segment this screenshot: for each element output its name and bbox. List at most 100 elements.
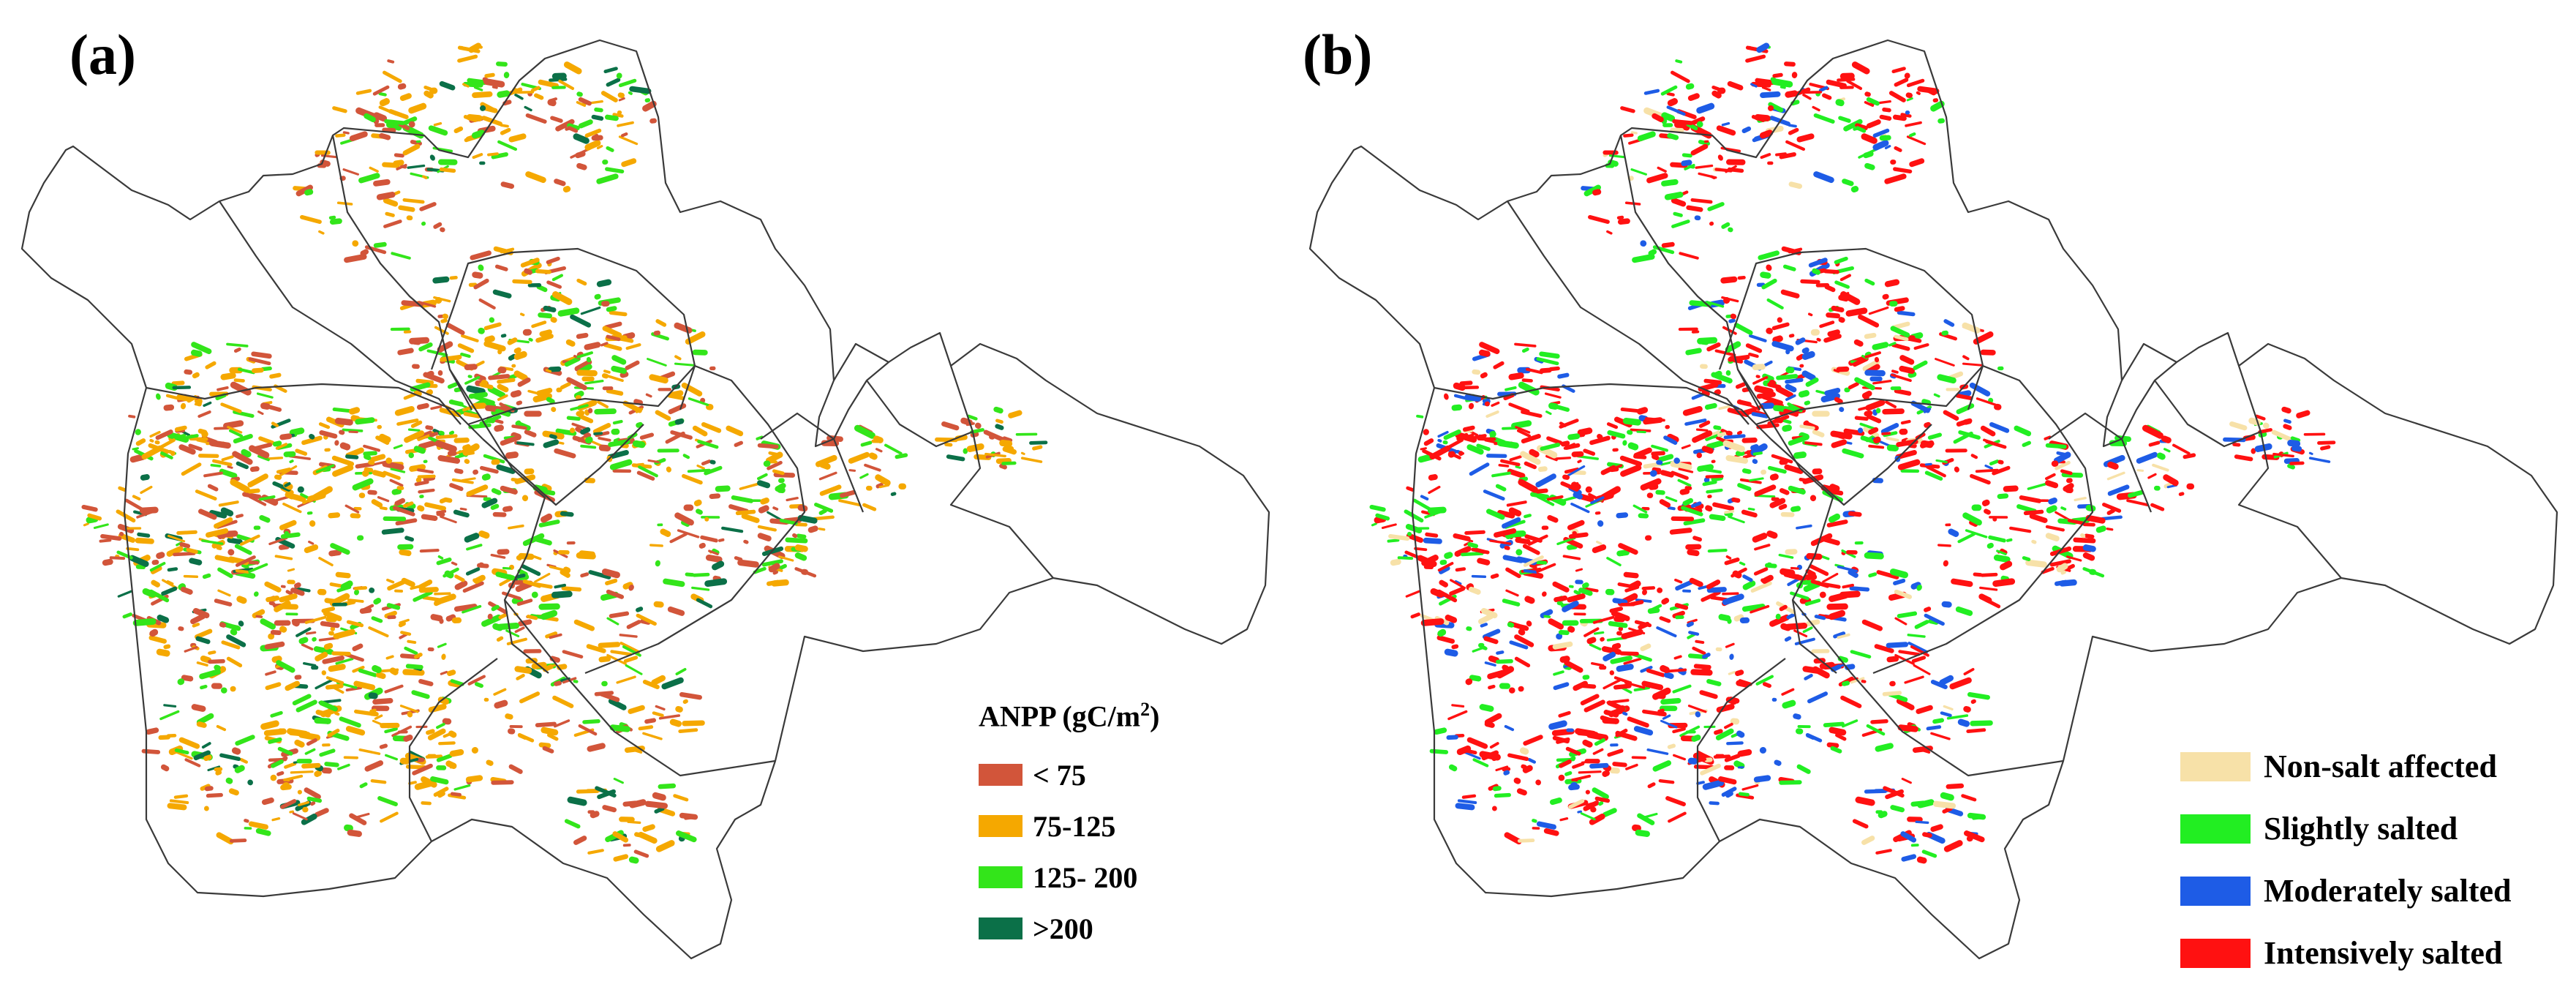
map-patch <box>352 478 374 491</box>
map-patch <box>1733 323 1753 335</box>
map-patch <box>655 319 667 327</box>
map-patch <box>741 513 760 523</box>
map-patch <box>330 543 350 555</box>
map-patch <box>1997 459 2004 465</box>
map-patch <box>235 568 249 574</box>
map-patch <box>1849 586 1870 592</box>
map-patch <box>1590 496 1605 505</box>
map-patch <box>1897 611 1918 618</box>
salinity-legend: Non-salt affected Slightly salted Modera… <box>2180 735 2511 984</box>
map-patch <box>582 718 600 724</box>
map-patch <box>549 633 562 639</box>
map-patch <box>1924 607 1932 612</box>
map-patch <box>1855 123 1868 131</box>
map-patch <box>200 684 208 690</box>
map-patch <box>543 664 557 669</box>
map-patch <box>437 697 449 705</box>
map-patch <box>216 519 238 529</box>
map-patch <box>1371 522 1377 527</box>
map-patch <box>1750 581 1772 593</box>
map-patch <box>1835 733 1847 741</box>
map-patch <box>2153 485 2161 491</box>
map-patch <box>1589 643 1602 650</box>
map-patch <box>1782 264 1796 271</box>
map-patch <box>1897 459 1921 470</box>
map-patch <box>162 579 178 590</box>
map-patch <box>1896 698 1915 710</box>
map-patch <box>279 519 297 530</box>
map-patch <box>1893 167 1913 174</box>
map-patch <box>1582 739 1593 748</box>
map-patch <box>628 585 634 591</box>
map-patch <box>1851 61 1870 75</box>
map-patch <box>875 474 891 487</box>
map-patch <box>415 140 421 143</box>
map-patch <box>393 153 404 158</box>
map-patch <box>375 435 390 445</box>
map-patch <box>128 414 136 419</box>
map-patch <box>358 492 366 498</box>
map-patch <box>196 721 207 728</box>
map-patch <box>1500 459 1521 467</box>
map-patch <box>344 253 367 263</box>
map-patch <box>1480 372 1488 379</box>
map-patch <box>1962 419 1973 425</box>
map-patch <box>2095 525 2106 533</box>
map-patch <box>348 407 361 415</box>
map-patch <box>368 692 378 699</box>
map-patch <box>1705 474 1724 479</box>
map-patch <box>2060 570 2066 575</box>
map-patch <box>438 741 456 746</box>
map-patch <box>1666 105 1686 116</box>
map-patch <box>1790 506 1801 512</box>
map-patch <box>1886 297 1909 306</box>
map-patch <box>1966 728 1986 733</box>
map-patch <box>1424 509 1445 519</box>
map-patch <box>1623 657 1642 665</box>
map-patch <box>434 592 451 596</box>
map-patch <box>493 688 507 696</box>
map-patch <box>1436 635 1455 644</box>
map-patch <box>1794 637 1815 645</box>
map-patch <box>819 461 831 470</box>
map-patch <box>628 856 639 864</box>
map-patch <box>616 675 636 684</box>
map-patch <box>1785 378 1804 384</box>
map-patch <box>462 581 484 593</box>
map-patch <box>511 364 516 368</box>
map-patch <box>566 377 587 391</box>
map-patch <box>1412 498 1434 512</box>
map-patch <box>478 264 484 271</box>
map-patch <box>207 484 219 492</box>
map-patch <box>542 746 554 754</box>
map-patch <box>1622 440 1627 446</box>
map-patch <box>667 394 685 401</box>
map-patch <box>422 175 428 179</box>
map-patch <box>628 705 645 714</box>
map-patch <box>1596 540 1603 545</box>
map-patch <box>453 126 464 134</box>
map-patch <box>586 356 592 363</box>
map-patch <box>481 498 498 508</box>
map-patch <box>1961 794 1977 802</box>
map-patch <box>472 402 486 410</box>
map-patch <box>232 451 253 465</box>
map-patch <box>1904 675 1924 684</box>
map-patch <box>701 459 712 466</box>
map-patch <box>1957 718 1970 727</box>
map-patch <box>437 555 444 560</box>
map-patch <box>1643 89 1660 95</box>
map-patch <box>935 437 958 443</box>
map-patch <box>1873 436 1881 444</box>
map-patch <box>1741 438 1758 443</box>
map-patch <box>554 680 562 686</box>
map-patch <box>1788 334 1795 338</box>
map-patch <box>408 781 417 785</box>
map-patch <box>450 766 456 769</box>
map-patch <box>530 86 541 92</box>
map-patch <box>1620 106 1635 113</box>
map-patch <box>265 682 282 691</box>
map-patch <box>334 440 339 446</box>
map-patch <box>203 471 223 478</box>
map-patch <box>635 408 644 413</box>
